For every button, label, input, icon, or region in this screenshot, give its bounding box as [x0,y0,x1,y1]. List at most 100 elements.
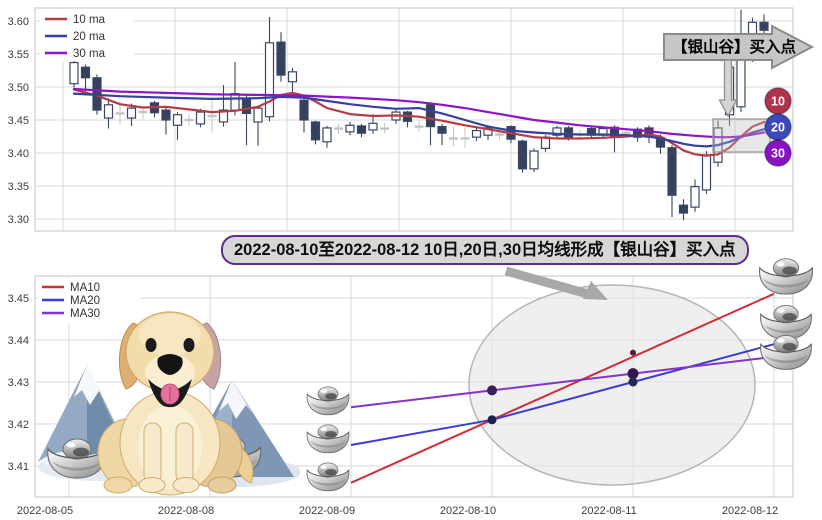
flat-candle [334,127,343,130]
down-candle [80,66,91,79]
y-tick-label: 3.60 [8,16,29,28]
down-candle [299,99,309,121]
y-tick-label: 3.55 [8,49,29,61]
annotation-banner: 2022-08-10至2022-08-12 10日,20日,30日均线形成【银山… [221,235,749,266]
up-candle [529,150,539,170]
flat-candle [495,133,504,136]
silver-ingot-icon [760,334,812,370]
up-candle [218,109,229,123]
y-tick-label: 3.45 [8,115,29,127]
down-candle [161,109,171,121]
ma20-line [72,92,766,148]
legend-label: 20 ma [73,31,106,43]
down-candle [563,127,574,138]
x-tick-label: 2022-08-11 [581,505,636,517]
flat-candle [414,125,424,128]
up-candle [471,129,482,138]
y-tick-label: 3.40 [8,148,29,160]
down-candle [678,204,689,214]
down-candle [310,121,321,141]
crossover-marker [487,385,497,396]
pointer-arrow-head [583,281,608,300]
up-candle [736,53,746,108]
crossover-marker [627,368,639,380]
crossover-marker [628,377,638,387]
up-candle [172,114,183,126]
silver-ingot-icon [306,424,350,454]
up-candle [230,92,240,111]
plot-border [34,275,794,498]
up-candle [287,71,298,83]
y-tick-label: 3.30 [8,214,29,226]
ma-badge-label: 20 [771,121,785,135]
flat-candle [621,132,631,135]
down-arrow-icon [718,59,738,118]
pointer-arrow-icon [504,266,590,299]
down-candle [356,125,367,134]
legend-label: MA10 [70,282,100,294]
silver-ingot-icon [758,258,814,295]
golden-retriever-image [97,311,254,496]
buy-point-arrow-label [663,24,815,70]
up-candle [690,186,700,208]
plot-border [34,7,794,232]
top-candlestick-chart: 3.60 3.55 3.50 3.45 3.40 3.35 3.30 10 ma 20 ma 30… [8,7,815,232]
valley-highlight-ellipse [468,284,756,486]
x-tick-label: 2022-08-10 [440,505,496,517]
ma-badge-label: 30 [771,147,785,161]
ma10-line [72,88,766,157]
flat-candle [460,137,470,140]
y-tick-label: 3.42 [8,419,29,431]
ma30-line [72,87,766,139]
up-candle [126,107,137,119]
y-tick-label: 3.41 [8,461,29,473]
down-candle [241,97,252,115]
up-candle [552,127,562,136]
down-candle [437,125,447,134]
down-candle [425,104,436,128]
ma-badge-30 [764,139,792,167]
silver-ingot-icon [306,462,350,492]
flat-candle [449,137,458,140]
down-candle [276,41,286,76]
up-candle [69,61,79,85]
y-tick-label: 3.43 [8,377,29,389]
dog-mascot-image [38,311,300,496]
y-tick-label: 3.44 [8,335,29,347]
MA20-line [350,343,775,446]
legend-label: 30 ma [73,48,106,60]
buy-zone-highlight-box [712,118,771,153]
legend: 10 ma 20 ma 30 ma [40,9,134,61]
MA30-line [350,355,775,409]
down-candle [517,140,528,170]
MA10-line [350,292,775,484]
legend-label: 10 ma [73,14,106,26]
up-candle [253,107,263,123]
crossover-marker [630,349,636,356]
up-candle [345,124,355,133]
up-candle [483,127,493,136]
up-candle [701,154,712,191]
x-tick-label: 2022-08-09 [299,505,355,517]
x-tick-label: 2022-08-12 [722,505,778,517]
y-tick-label: 3.45 [8,293,29,305]
ma-badge-label: 10 [771,95,785,109]
y-tick-label: 3.35 [8,181,29,193]
down-candle [667,147,677,196]
flat-candle [138,110,148,114]
flat-candle [184,118,194,122]
up-candle [103,104,114,119]
x-tick-label: 2022-08-05 [17,505,73,517]
down-candle [759,21,769,31]
flat-candle [380,127,389,130]
up-candle [264,42,275,118]
silver-ingot-icon [760,304,812,340]
legend-label: MA20 [70,295,100,307]
y-tick-label: 3.50 [8,82,29,94]
up-candle [322,127,332,143]
legend-label: MA30 [70,308,100,320]
x-tick-label: 2022-08-08 [158,505,214,517]
up-candle [195,111,206,125]
